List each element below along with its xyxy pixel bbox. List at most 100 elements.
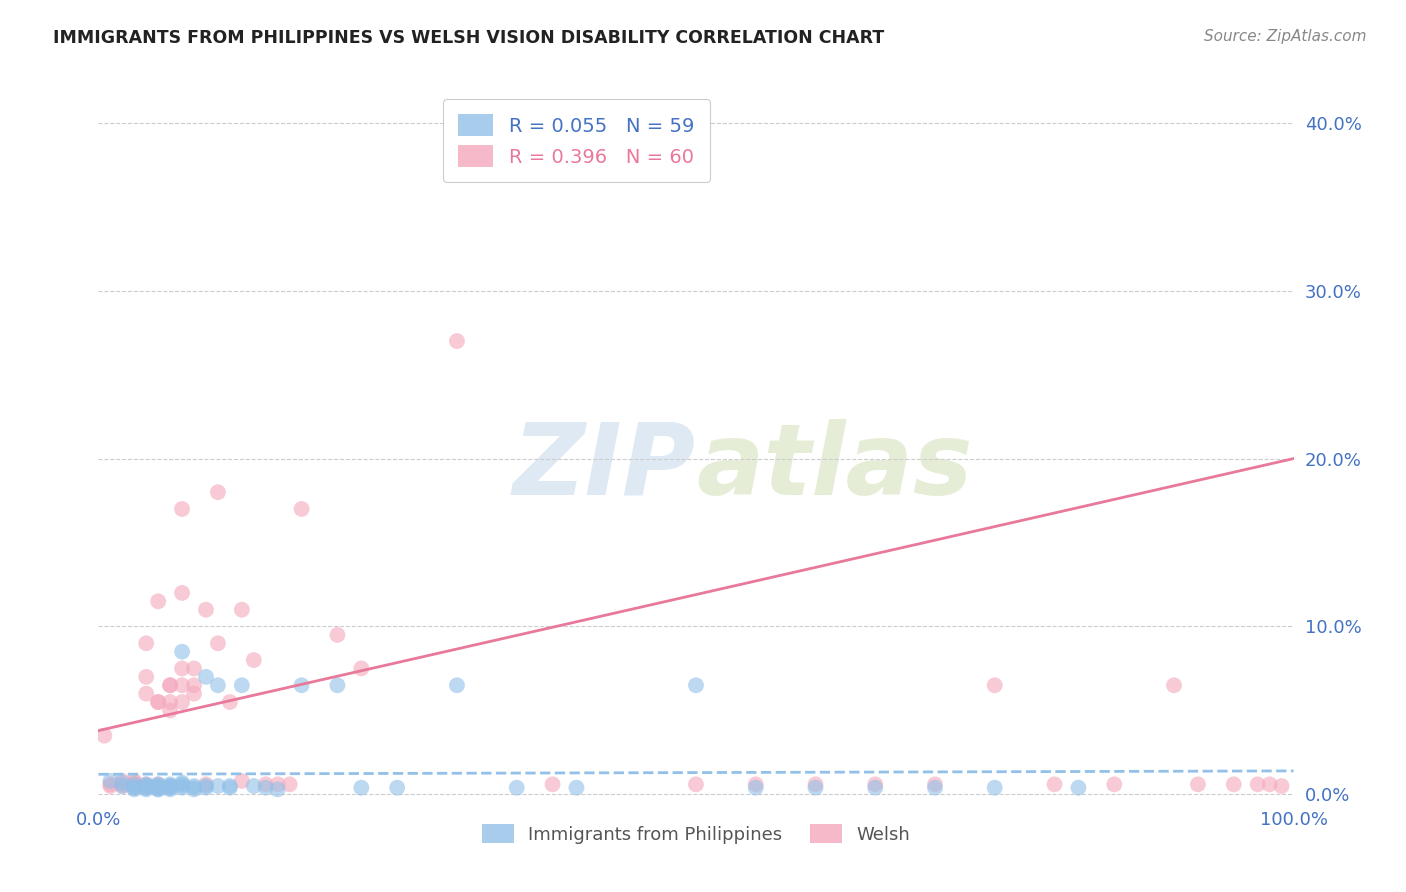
Legend: Immigrants from Philippines, Welsh: Immigrants from Philippines, Welsh (474, 816, 918, 851)
Point (1223, 777, 1246, 791)
Point (148, 594, 170, 608)
Point (135, 777, 157, 791)
Point (685, 777, 707, 791)
Point (804, 780, 827, 795)
Point (111, 777, 134, 791)
Point (1043, 777, 1066, 791)
Point (565, 780, 588, 795)
Point (267, 782, 290, 797)
Point (231, 603, 253, 617)
Point (135, 779, 157, 793)
Point (172, 502, 194, 516)
Point (243, 779, 266, 793)
Point (219, 780, 242, 795)
Point (172, 645, 194, 659)
Point (148, 782, 170, 797)
Point (745, 777, 768, 791)
Point (219, 779, 242, 793)
Point (124, 777, 146, 791)
Point (183, 779, 205, 793)
Point (350, 661, 373, 675)
Point (207, 636, 229, 650)
Point (326, 678, 349, 692)
Point (111, 779, 134, 793)
Point (124, 780, 146, 795)
Point (159, 695, 181, 709)
Point (207, 485, 229, 500)
Point (135, 670, 157, 684)
Point (446, 334, 468, 348)
Point (135, 780, 157, 795)
Point (124, 774, 146, 789)
Point (124, 777, 146, 791)
Point (148, 779, 170, 793)
Point (865, 780, 887, 795)
Point (291, 678, 314, 692)
Point (183, 782, 205, 797)
Point (135, 636, 157, 650)
Point (984, 780, 1007, 795)
Point (124, 782, 146, 797)
Point (148, 779, 170, 793)
Point (148, 782, 170, 797)
Point (183, 780, 205, 795)
Point (172, 775, 194, 789)
Point (685, 678, 707, 692)
Point (135, 779, 157, 793)
Point (278, 777, 301, 791)
Point (159, 779, 181, 793)
Point (506, 780, 529, 795)
Text: atlas: atlas (696, 419, 973, 516)
Point (350, 780, 373, 795)
Point (172, 661, 194, 675)
Point (159, 782, 181, 797)
Point (183, 678, 205, 692)
Point (207, 779, 229, 793)
Point (135, 782, 157, 797)
Point (172, 777, 194, 791)
Point (135, 780, 157, 795)
Point (195, 603, 218, 617)
Point (111, 774, 134, 789)
Point (984, 678, 1007, 692)
Point (243, 653, 266, 667)
Point (135, 687, 157, 701)
Point (1067, 780, 1090, 795)
Point (183, 687, 205, 701)
Point (924, 780, 946, 795)
Point (1104, 777, 1126, 791)
Point (98, 774, 122, 789)
Point (159, 779, 181, 793)
Point (195, 777, 218, 791)
Point (326, 628, 349, 642)
Point (804, 777, 827, 791)
Point (93, 729, 115, 743)
Point (98, 777, 122, 791)
Point (172, 586, 194, 600)
Point (148, 695, 170, 709)
Point (207, 678, 229, 692)
Point (172, 780, 194, 795)
Point (254, 780, 277, 795)
Point (111, 775, 134, 789)
Point (148, 780, 170, 795)
Point (124, 780, 146, 795)
Point (254, 777, 277, 791)
Point (385, 780, 409, 795)
Point (219, 695, 242, 709)
Point (148, 777, 170, 791)
Point (745, 780, 768, 795)
Point (195, 670, 218, 684)
Point (195, 780, 218, 795)
Point (172, 678, 194, 692)
Point (924, 777, 946, 791)
Point (172, 779, 194, 793)
Point (135, 777, 157, 791)
Point (159, 703, 181, 717)
Point (124, 779, 146, 793)
Point (195, 779, 218, 793)
Text: Source: ZipAtlas.com: Source: ZipAtlas.com (1204, 29, 1367, 44)
Point (446, 678, 468, 692)
Point (172, 695, 194, 709)
Point (98, 779, 122, 793)
